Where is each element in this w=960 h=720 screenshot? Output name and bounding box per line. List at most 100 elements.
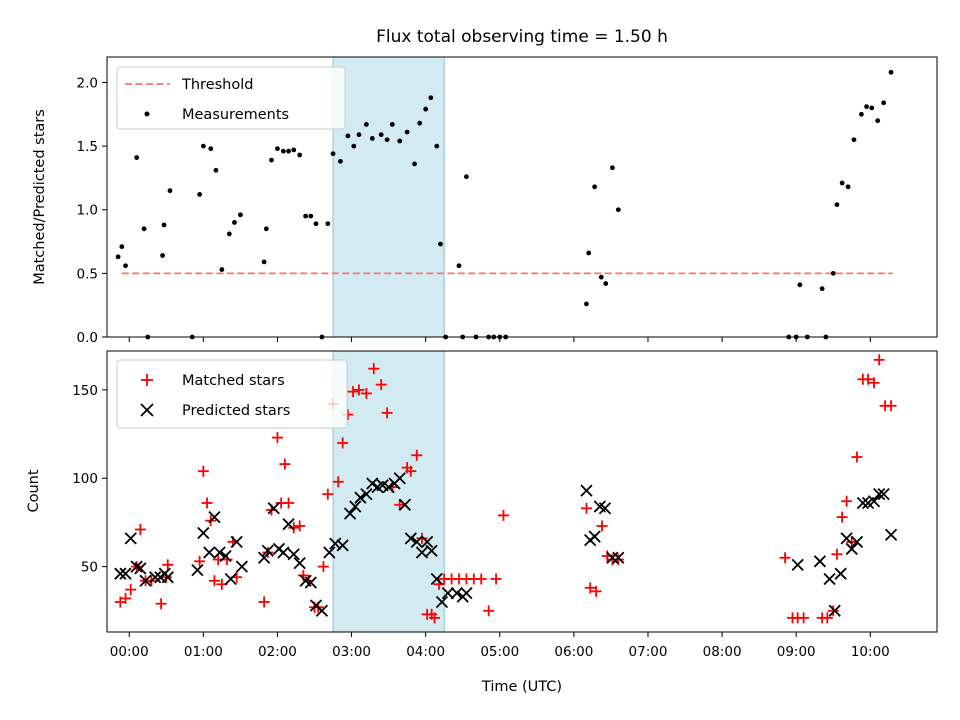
measurements-legend-swatch (144, 111, 150, 117)
measurement-point (845, 184, 851, 190)
bottom-x-tick-label: 10:00 (851, 644, 890, 660)
measurement-point (200, 143, 206, 149)
predicted-star-point (329, 537, 342, 550)
matched-star-point (873, 354, 885, 366)
matched-star-point (120, 592, 132, 604)
bottom-x-tick-label: 03:00 (332, 644, 371, 660)
matched-star-point (155, 598, 167, 610)
matched-star-point (411, 449, 423, 461)
predicted-star-point (856, 496, 870, 510)
measurement-point (586, 250, 592, 256)
matched-star-point (221, 554, 233, 566)
measurement-point (881, 100, 887, 106)
matched-star-point (779, 552, 791, 564)
measurement-point (434, 143, 440, 149)
matched-star-point (821, 612, 833, 624)
top-y-axis-ticks: 0.0 0.5 1.0 1.5 2.0 (77, 75, 107, 346)
matched-legend-swatch (141, 374, 153, 386)
matched-star-point (347, 386, 359, 398)
measurement-point (592, 184, 598, 190)
measurement-point (834, 202, 840, 208)
measurement-point (603, 281, 609, 286)
bottom-legend-box (116, 359, 348, 429)
matched-star-point (283, 497, 295, 509)
predicted-star-point (884, 528, 898, 541)
top-axes-frame (106, 56, 938, 338)
measurement-point (167, 188, 173, 194)
legend-measurements: Measurements (182, 107, 289, 123)
bottom-y-tick-label: 150 (72, 383, 98, 399)
bottom-x-tick-label: 07:00 (629, 644, 668, 660)
top-y-tick-label: 2.0 (77, 75, 98, 91)
measurement-point (351, 143, 357, 149)
measurement-point (119, 244, 125, 250)
predicted-star-point (813, 555, 827, 568)
matched-star-point (288, 522, 300, 534)
matched-star-point (125, 584, 137, 596)
predicted-star-point (277, 546, 290, 559)
measurement-point (197, 192, 203, 197)
matched-star-point (490, 573, 502, 585)
measurement-point (123, 263, 128, 269)
measurement-point (263, 226, 269, 232)
predicted-star-point (404, 532, 417, 545)
predicted-star-point (612, 551, 625, 564)
legend-predicted-stars: Predicted stars (182, 403, 290, 419)
measurement-point (389, 122, 395, 127)
matched-star-point (580, 502, 592, 514)
measurement-point (363, 122, 369, 127)
predicted-star-point (349, 500, 362, 513)
matched-star-point (851, 451, 863, 463)
predicted-star-point (287, 548, 300, 561)
predicted-star-point (161, 571, 174, 584)
predicted-star-point (114, 567, 127, 580)
measurement-point (859, 111, 864, 117)
matched-star-point (483, 605, 495, 617)
matched-star-point (841, 495, 853, 507)
predicted-star-point (304, 576, 317, 589)
predicted-star-point (191, 564, 204, 577)
predicted-star-point (580, 484, 593, 497)
predicted-star-point (293, 556, 306, 570)
predicted-star-point (441, 586, 455, 600)
top-y-tick-label: 1.0 (77, 203, 98, 219)
predicted-star-point (606, 551, 619, 564)
matched-star-point (381, 407, 393, 419)
predicted-star-point (203, 546, 216, 559)
predicted-star-point (235, 560, 249, 573)
top-legend: Threshold Measurements (116, 66, 346, 130)
bottom-x-axis-ticks: 00:00 01:00 02:00 03:00 04:00 05:00 06:00 07:00… (110, 632, 890, 660)
measurement-point (819, 286, 825, 292)
predicted-star-point (124, 532, 137, 545)
predicted-star-point (598, 502, 612, 515)
predicted-star-point (398, 498, 412, 511)
predicted-star-point (823, 572, 836, 586)
measurement-point (839, 180, 845, 186)
measurement-point (134, 155, 140, 160)
matched-star-point (162, 559, 174, 571)
predicted-star-point (840, 532, 853, 545)
measurement-point (875, 118, 881, 124)
matched-star-point (862, 373, 874, 385)
matched-star-point (322, 488, 334, 500)
bottom-legend: Matched stars Predicted stars (116, 359, 348, 429)
bottom-x-tick-label: 01:00 (184, 644, 223, 660)
x-axis-label: Time (UTC) (481, 679, 562, 695)
predicted-star-point (877, 488, 890, 501)
predicted-star-point (425, 544, 438, 557)
matched-star-points (114, 354, 897, 624)
matched-star-point (317, 561, 329, 573)
matched-star-point (846, 536, 858, 548)
matched-star-point (798, 612, 810, 624)
predicted-star-point (213, 546, 226, 559)
measurement-point (598, 274, 604, 280)
measurement-point (797, 282, 803, 288)
predicted-star-point (393, 472, 406, 485)
legend-threshold: Threshold (181, 77, 253, 93)
measurement-point (237, 212, 243, 218)
matched-star-point (201, 497, 213, 509)
measurement-point (404, 129, 410, 135)
predicted-legend-swatch (140, 403, 154, 417)
predicted-star-point (197, 526, 210, 540)
measurement-point (397, 138, 403, 144)
